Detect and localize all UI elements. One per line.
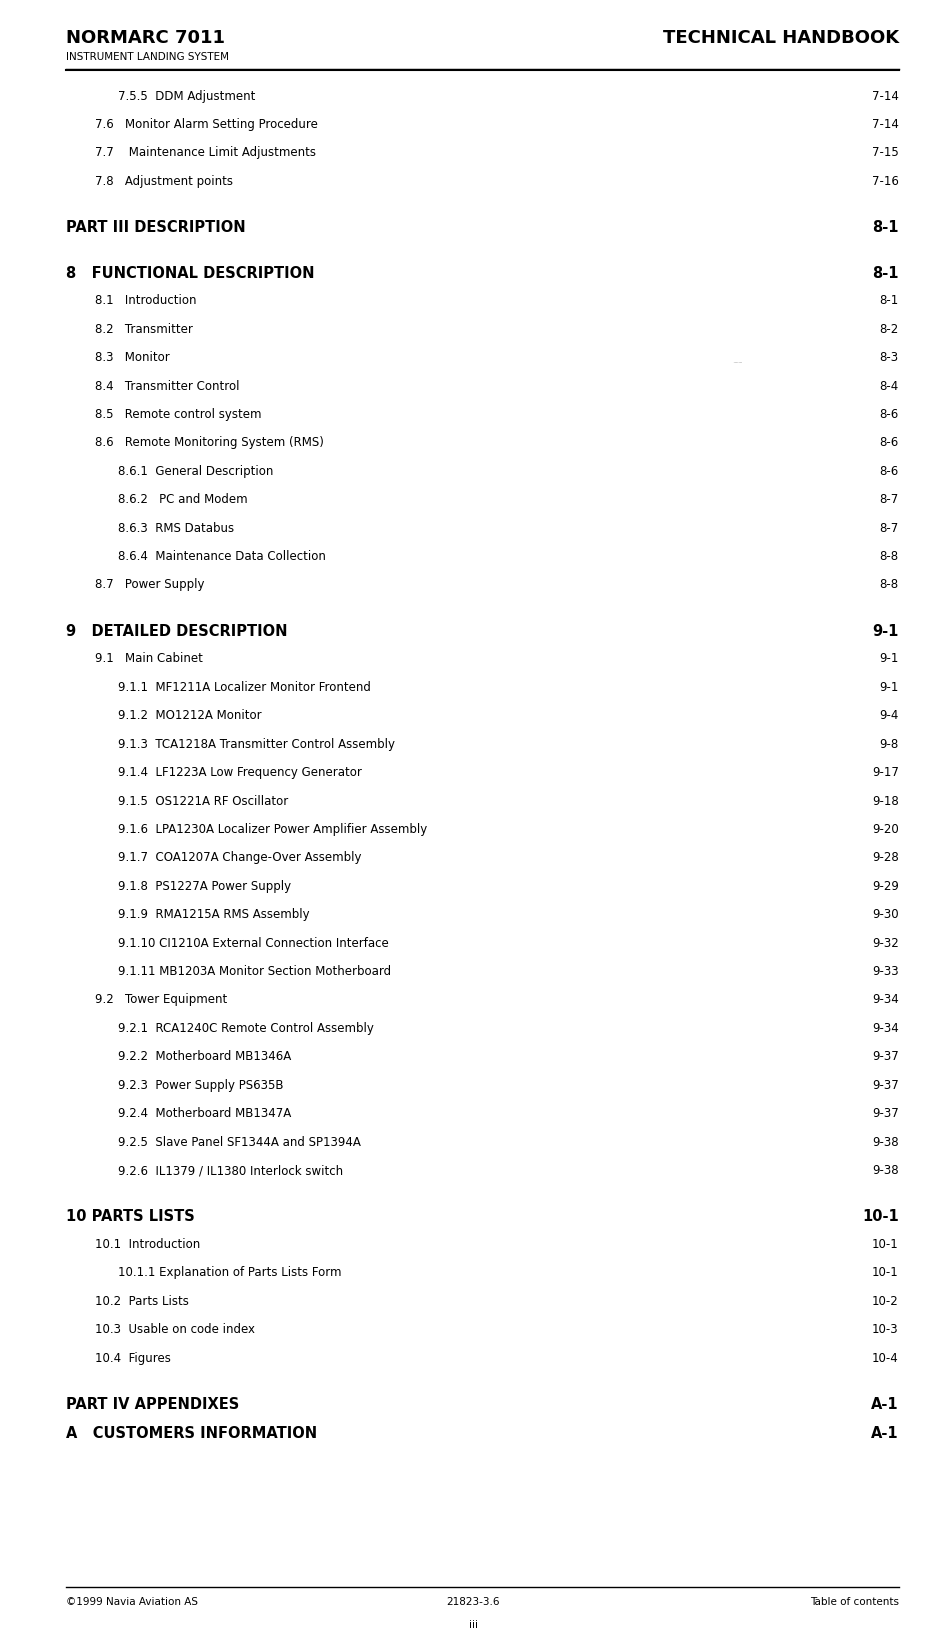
Text: 10-2: 10-2 bbox=[872, 1294, 899, 1307]
Text: NORMARC 7011: NORMARC 7011 bbox=[66, 29, 225, 47]
Text: 10-4: 10-4 bbox=[872, 1351, 899, 1364]
Text: 8.6   Remote Monitoring System (RMS): 8.6 Remote Monitoring System (RMS) bbox=[95, 436, 324, 449]
Text: 9.2   Tower Equipment: 9.2 Tower Equipment bbox=[95, 994, 227, 1007]
Text: 8-2: 8-2 bbox=[880, 323, 899, 336]
Text: 9-1: 9-1 bbox=[880, 653, 899, 666]
Text: 7.8   Adjustment points: 7.8 Adjustment points bbox=[95, 175, 233, 188]
Text: 10-1: 10-1 bbox=[872, 1266, 899, 1279]
Text: 8.2   Transmitter: 8.2 Transmitter bbox=[95, 323, 192, 336]
Text: 9-34: 9-34 bbox=[872, 1022, 899, 1035]
Text: 9.1.8  PS1227A Power Supply: 9.1.8 PS1227A Power Supply bbox=[118, 880, 291, 893]
Text: 9-33: 9-33 bbox=[872, 965, 899, 978]
Text: 7.5.5  DDM Adjustment: 7.5.5 DDM Adjustment bbox=[118, 90, 255, 103]
Text: PART IV APPENDIXES: PART IV APPENDIXES bbox=[66, 1397, 239, 1412]
Text: 10.2  Parts Lists: 10.2 Parts Lists bbox=[95, 1294, 207, 1307]
Text: 8.6.1  General Description: 8.6.1 General Description bbox=[118, 465, 273, 478]
Text: 10.3  Usable on code index: 10.3 Usable on code index bbox=[95, 1324, 254, 1337]
Text: 8.6.2   PC and Modem: 8.6.2 PC and Modem bbox=[118, 493, 248, 506]
Text: 7.6   Monitor Alarm Setting Procedure: 7.6 Monitor Alarm Setting Procedure bbox=[95, 118, 318, 131]
Text: 9.1.5  OS1221A RF Oscillator: 9.1.5 OS1221A RF Oscillator bbox=[118, 795, 289, 808]
Text: INSTRUMENT LANDING SYSTEM: INSTRUMENT LANDING SYSTEM bbox=[66, 52, 229, 62]
Text: 9.2.1  RCA1240C Remote Control Assembly: 9.2.1 RCA1240C Remote Control Assembly bbox=[118, 1022, 374, 1035]
Text: 9-38: 9-38 bbox=[872, 1164, 899, 1177]
Text: 8-1: 8-1 bbox=[872, 266, 899, 281]
Text: 9-32: 9-32 bbox=[872, 937, 899, 950]
Text: ©1999 Navia Aviation AS: ©1999 Navia Aviation AS bbox=[66, 1598, 199, 1608]
Text: 9-29: 9-29 bbox=[872, 880, 899, 893]
Text: 9.1.1  MF1211A Localizer Monitor Frontend: 9.1.1 MF1211A Localizer Monitor Frontend bbox=[118, 681, 371, 694]
Text: 9.1.9  RMA1215A RMS Assembly: 9.1.9 RMA1215A RMS Assembly bbox=[118, 907, 310, 920]
Text: 8-8: 8-8 bbox=[880, 578, 899, 591]
Text: 9.2.6  IL1379 / IL1380 Interlock switch: 9.2.6 IL1379 / IL1380 Interlock switch bbox=[118, 1164, 343, 1177]
Text: 9.2.5  Slave Panel SF1344A and SP1394A: 9.2.5 Slave Panel SF1344A and SP1394A bbox=[118, 1136, 361, 1149]
Text: 10 PARTS LISTS: 10 PARTS LISTS bbox=[66, 1209, 195, 1224]
Text: 10-1: 10-1 bbox=[872, 1239, 899, 1250]
Text: 7.7    Maintenance Limit Adjustments: 7.7 Maintenance Limit Adjustments bbox=[95, 147, 316, 160]
Text: A   CUSTOMERS INFORMATION: A CUSTOMERS INFORMATION bbox=[66, 1425, 317, 1441]
Text: 10-1: 10-1 bbox=[862, 1209, 899, 1224]
Text: 8.3   Monitor: 8.3 Monitor bbox=[95, 351, 169, 364]
Text: 9-37: 9-37 bbox=[872, 1051, 899, 1064]
Text: PART III DESCRIPTION: PART III DESCRIPTION bbox=[66, 220, 246, 235]
Text: 8.6.3  RMS Databus: 8.6.3 RMS Databus bbox=[118, 522, 235, 535]
Text: 10.1.1 Explanation of Parts Lists Form: 10.1.1 Explanation of Parts Lists Form bbox=[118, 1266, 342, 1279]
Text: 9.1.3  TCA1218A Transmitter Control Assembly: 9.1.3 TCA1218A Transmitter Control Assem… bbox=[118, 738, 395, 751]
Text: 8.7   Power Supply: 8.7 Power Supply bbox=[95, 578, 204, 591]
Text: 8   FUNCTIONAL DESCRIPTION: 8 FUNCTIONAL DESCRIPTION bbox=[66, 266, 315, 281]
Text: 9.1.6  LPA1230A Localizer Power Amplifier Assembly: 9.1.6 LPA1230A Localizer Power Amplifier… bbox=[118, 823, 428, 836]
Text: 9-38: 9-38 bbox=[872, 1136, 899, 1149]
Text: 9-8: 9-8 bbox=[880, 738, 899, 751]
Text: 9-20: 9-20 bbox=[872, 823, 899, 836]
Text: TECHNICAL HANDBOOK: TECHNICAL HANDBOOK bbox=[662, 29, 899, 47]
Text: A-1: A-1 bbox=[871, 1397, 899, 1412]
Text: 8-6: 8-6 bbox=[880, 408, 899, 421]
Text: 10.4  Figures: 10.4 Figures bbox=[95, 1351, 170, 1364]
Text: 9.1.7  COA1207A Change-Over Assembly: 9.1.7 COA1207A Change-Over Assembly bbox=[118, 852, 361, 865]
Text: 8-4: 8-4 bbox=[880, 380, 899, 393]
Text: 9.1.2  MO1212A Monitor: 9.1.2 MO1212A Monitor bbox=[118, 710, 262, 723]
Text: 9.2.4  Motherboard MB1347A: 9.2.4 Motherboard MB1347A bbox=[118, 1106, 291, 1120]
Text: Table of contents: Table of contents bbox=[810, 1598, 899, 1608]
Text: 9.1.10 CI1210A External Connection Interface: 9.1.10 CI1210A External Connection Inter… bbox=[118, 937, 389, 950]
Text: 7-14: 7-14 bbox=[872, 118, 899, 131]
Text: 8.4   Transmitter Control: 8.4 Transmitter Control bbox=[95, 380, 239, 393]
Text: A-1: A-1 bbox=[871, 1425, 899, 1441]
Text: 8-1: 8-1 bbox=[872, 220, 899, 235]
Text: 8-1: 8-1 bbox=[880, 294, 899, 307]
Text: 10.1  Introduction: 10.1 Introduction bbox=[95, 1239, 200, 1250]
Text: 9.1   Main Cabinet: 9.1 Main Cabinet bbox=[95, 653, 202, 666]
Text: 8-8: 8-8 bbox=[880, 550, 899, 563]
Text: 8-6: 8-6 bbox=[880, 465, 899, 478]
Text: iii: iii bbox=[468, 1621, 478, 1630]
Text: 9.1.11 MB1203A Monitor Section Motherboard: 9.1.11 MB1203A Monitor Section Motherboa… bbox=[118, 965, 392, 978]
Text: 8-3: 8-3 bbox=[880, 351, 899, 364]
Text: 8.1   Introduction: 8.1 Introduction bbox=[95, 294, 196, 307]
Text: 9.2.3  Power Supply PS635B: 9.2.3 Power Supply PS635B bbox=[118, 1079, 284, 1092]
Text: 9-34: 9-34 bbox=[872, 994, 899, 1007]
Text: 9-1: 9-1 bbox=[880, 681, 899, 694]
Text: 8-6: 8-6 bbox=[880, 436, 899, 449]
Text: 9-17: 9-17 bbox=[872, 765, 899, 778]
Text: 9-4: 9-4 bbox=[880, 710, 899, 723]
Text: 8.6.4  Maintenance Data Collection: 8.6.4 Maintenance Data Collection bbox=[118, 550, 326, 563]
Text: 21823-3.6: 21823-3.6 bbox=[447, 1598, 499, 1608]
Text: 9-18: 9-18 bbox=[872, 795, 899, 808]
Text: 7-14: 7-14 bbox=[872, 90, 899, 103]
Text: 8-7: 8-7 bbox=[880, 522, 899, 535]
Text: 10-3: 10-3 bbox=[872, 1324, 899, 1337]
Text: 7-16: 7-16 bbox=[872, 175, 899, 188]
Text: 9   DETAILED DESCRIPTION: 9 DETAILED DESCRIPTION bbox=[66, 623, 288, 640]
Text: 9.1.4  LF1223A Low Frequency Generator: 9.1.4 LF1223A Low Frequency Generator bbox=[118, 765, 362, 778]
Text: 9-37: 9-37 bbox=[872, 1079, 899, 1092]
Text: 9-37: 9-37 bbox=[872, 1106, 899, 1120]
Text: 7-15: 7-15 bbox=[872, 147, 899, 160]
Text: 9-1: 9-1 bbox=[872, 623, 899, 640]
Text: 9-28: 9-28 bbox=[872, 852, 899, 865]
Text: 8.5   Remote control system: 8.5 Remote control system bbox=[95, 408, 261, 421]
Text: 9.2.2  Motherboard MB1346A: 9.2.2 Motherboard MB1346A bbox=[118, 1051, 291, 1064]
Text: 9-30: 9-30 bbox=[872, 907, 899, 920]
Text: 8-7: 8-7 bbox=[880, 493, 899, 506]
